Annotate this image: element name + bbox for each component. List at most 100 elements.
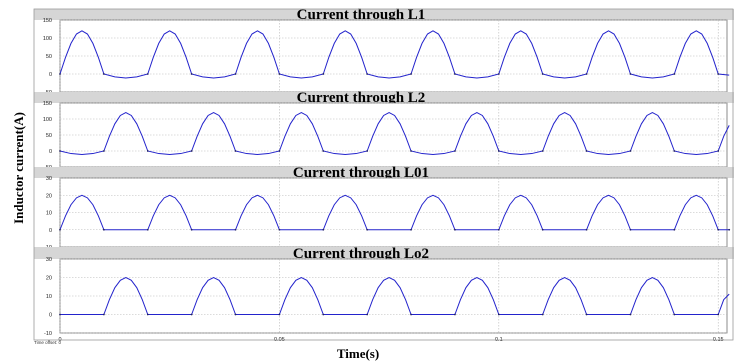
series-line-1 [59,30,730,79]
y-tick-label: 100 [43,36,52,42]
y-tick-label: 0 [49,228,52,234]
data-point [629,313,632,316]
data-point [717,150,720,152]
data-point [673,313,676,316]
panel-title: Current through L01 [293,165,429,181]
data-point [234,150,237,152]
data-point [102,73,105,75]
data-point [366,313,369,316]
panel-title: Current through L2 [297,90,426,106]
data-point [717,313,720,316]
data-point [541,73,544,75]
data-point [234,73,237,75]
data-point [673,73,676,75]
data-point [234,313,237,316]
y-tick-label: -10 [44,331,52,337]
data-point [278,313,281,316]
data-point [366,150,369,152]
data-point [410,73,412,75]
data-point [728,228,731,231]
y-tick-label: 50 [46,133,52,139]
data-point [322,228,325,231]
y-tick-label: 30 [46,176,52,182]
panel-title-band [34,9,734,20]
y-tick-label: 0 [49,72,52,78]
data-point [673,228,676,231]
data-point [59,228,61,231]
data-point [541,150,544,152]
x-axis-title: Time(s) [337,346,379,361]
panel-title-band [34,167,734,178]
data-point [497,150,500,152]
data-point [629,150,632,152]
data-point [629,73,632,75]
y-tick-label: 20 [46,193,52,199]
y-tick-label: 150 [43,18,52,24]
panel-1: Current through L1-50050100150 [34,7,734,96]
data-point [190,313,193,316]
data-point [59,150,61,152]
data-point [146,73,149,75]
panel-2: Current through L2-50050100150 [34,90,734,171]
panel-title-band [34,92,734,103]
panel-4: Current through Lo2 -10 0 10 20 30 [34,246,734,337]
data-point [585,313,588,316]
data-point [454,313,456,316]
data-point [410,150,412,152]
data-point [497,73,500,75]
data-point [59,73,61,75]
y-axis-title: Inductor current(A) [11,112,26,224]
data-point [190,228,193,231]
y-tick-label: 150 [43,101,52,107]
data-point [454,150,456,152]
y-tick-label: 50 [46,54,52,60]
data-point [278,73,281,75]
y-tick-label: 30 [46,257,52,263]
data-point [322,313,325,316]
data-point [717,73,720,75]
data-point [673,150,676,152]
y-tick-label: 0 [49,149,52,155]
data-point [322,73,325,75]
data-point [146,313,149,316]
time-offset-label: Time offset: 0 [34,340,62,345]
data-point [102,228,105,231]
y-tick-label: 10 [46,294,52,300]
data-point [366,228,369,231]
data-point [454,73,456,75]
data-point [102,150,105,152]
data-point [278,228,281,231]
data-point [585,150,588,152]
data-point [541,313,544,316]
data-point [497,313,500,316]
y-tick-label: 100 [43,117,52,123]
data-point [410,228,412,231]
data-point [366,73,369,75]
panel-title: Current through L1 [297,7,426,23]
data-point [190,150,193,152]
series-line-2 [59,112,730,156]
data-point [102,313,105,316]
data-point [59,313,61,316]
data-point [454,228,456,231]
data-point [146,228,149,231]
data-point [410,313,412,316]
panels-layer: Current through L1-50050100150Current th… [33,7,734,343]
y-tick-label: 0 [49,313,52,319]
data-point [278,150,281,152]
y-tick-label: 20 [46,276,52,282]
data-point [717,228,720,231]
panel-title: Current through Lo2 [293,246,429,262]
data-point [234,228,237,231]
data-point [497,228,500,231]
y-tick-label: 10 [46,211,52,217]
data-point [629,228,632,231]
scope-frame [33,8,734,341]
data-point [322,150,325,152]
data-point [585,228,588,231]
data-point [146,150,149,152]
data-point [585,73,588,75]
panel-title-band [34,247,734,259]
